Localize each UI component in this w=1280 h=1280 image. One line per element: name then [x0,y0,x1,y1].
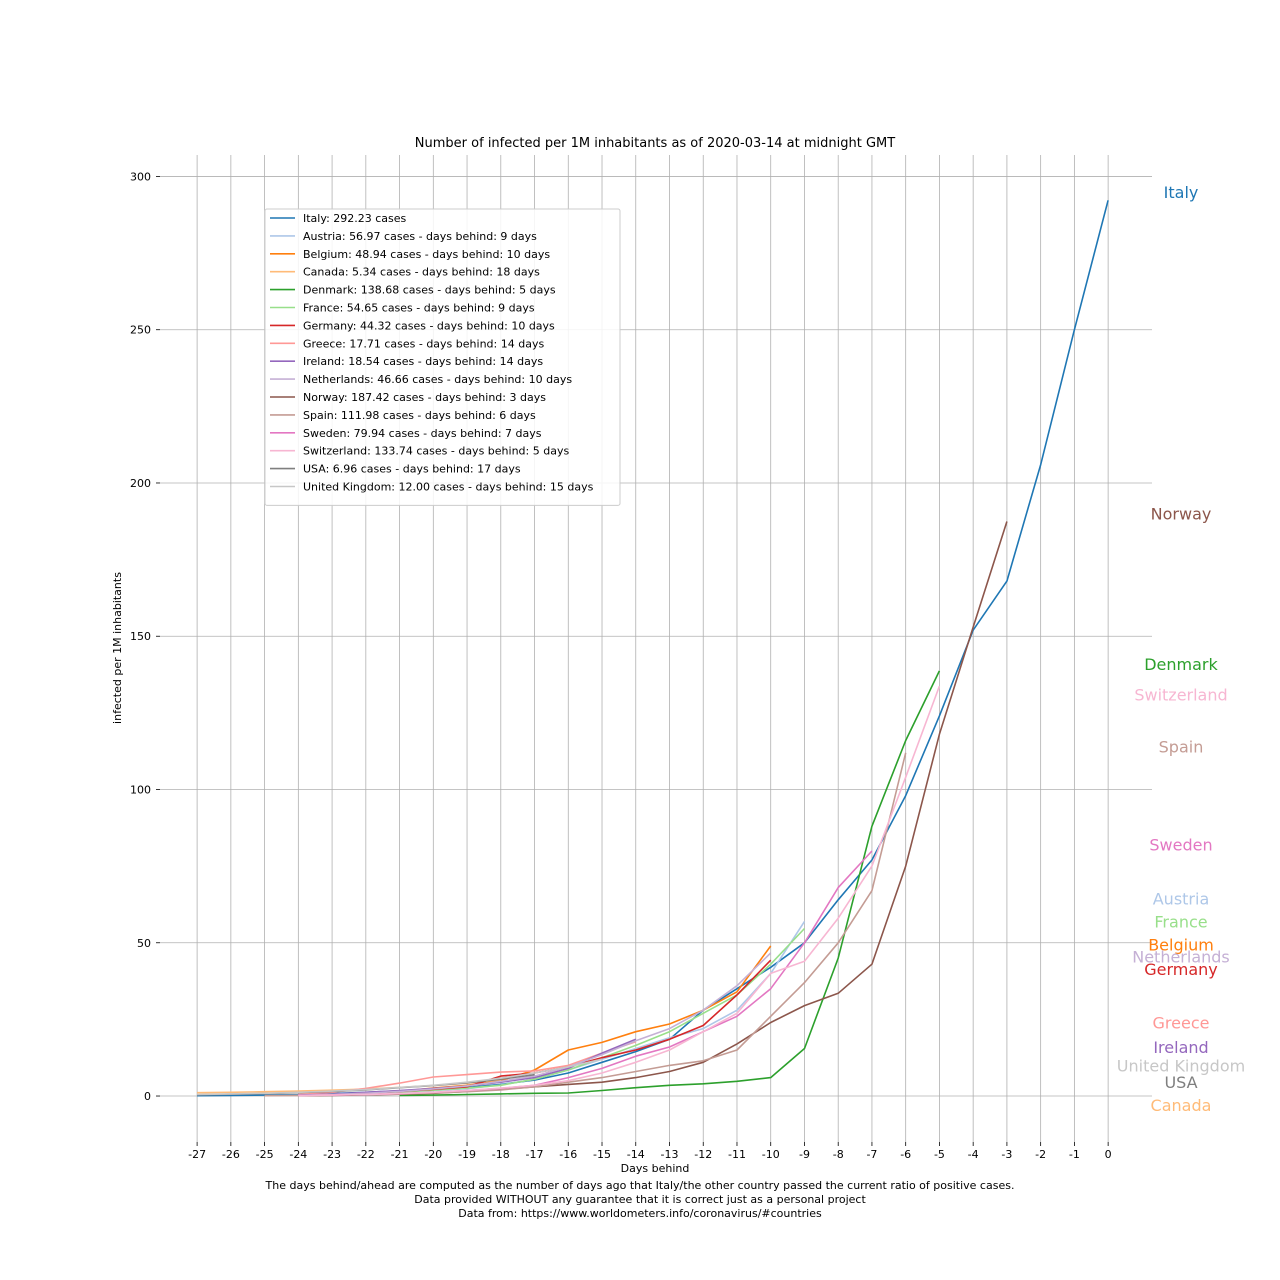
legend-entry-france: France: 54.65 cases - days behind: 9 day… [303,302,535,315]
x-tick-label: -22 [357,1148,375,1161]
x-tick-label: -26 [222,1148,240,1161]
x-tick-label: -8 [833,1148,844,1161]
series-label-united-kingdom: United Kingdom [1117,1056,1245,1075]
x-tick-label: -18 [492,1148,510,1161]
legend-entry-united-kingdom: United Kingdom: 12.00 cases - days behin… [303,481,594,494]
x-axis-label: Days behind [621,1162,690,1175]
x-tick-label: -17 [526,1148,544,1161]
x-tick-label: -16 [559,1148,577,1161]
legend-entry-austria: Austria: 56.97 cases - days behind: 9 da… [303,230,537,243]
y-tick-label: 150 [130,630,151,643]
x-tick-label: -27 [188,1148,206,1161]
legend-entry-canada: Canada: 5.34 cases - days behind: 18 day… [303,266,540,279]
legend-entry-spain: Spain: 111.98 cases - days behind: 6 day… [303,409,536,422]
x-tick-label: -19 [458,1148,476,1161]
series-line-denmark [399,670,941,1097]
x-tick-label: -5 [934,1148,945,1161]
x-tick-label: -13 [661,1148,679,1161]
series-label-germany: Germany [1144,960,1218,979]
x-tick-label: -23 [323,1148,341,1161]
y-axis-label: infected per 1M inhabitants [111,572,124,724]
right-series-labels: Italy Norway Denmark Switzerland Spain Sweden… [1117,183,1245,1115]
series-label-belgium: Belgium [1148,935,1214,954]
legend-entry-greece: Greece: 17.71 cases - days behind: 14 da… [303,337,544,350]
y-tick-label: 300 [130,170,151,183]
x-tick-label: -21 [391,1148,409,1161]
y-tick-label: 250 [130,324,151,337]
series-line-united-kingdom [197,1058,603,1096]
x-tick-label: -6 [900,1148,911,1161]
series-label-switzerland: Switzerland [1134,685,1227,704]
legend: Italy: 292.23 cases Austria: 56.97 cases … [264,208,621,506]
series-label-canada: Canada [1151,1096,1212,1115]
x-axis-ticks: -27 -26 -25 -24 -23 -22 -21 -20 -19 -18 -17 -16 -15-… [188,1142,1112,1161]
legend-entry-usa: USA: 6.96 cases - days behind: 17 days [303,463,521,476]
legend-entry-belgium: Belgium: 48.94 cases - days behind: 10 d… [303,248,550,261]
y-tick-label: 200 [130,477,151,490]
footnote-1: The days behind/ahead are computed as th… [265,1179,1015,1192]
series-line-netherlands [298,952,772,1097]
series-label-norway: Norway [1151,505,1212,524]
legend-entry-germany: Germany: 44.32 cases - days behind: 10 d… [303,319,555,332]
x-tick-label: -3 [1001,1148,1012,1161]
series-label-spain: Spain [1159,738,1204,757]
legend-box [264,208,621,506]
x-tick-label: -24 [289,1148,307,1161]
series-label-netherlands: Netherlands [1132,948,1230,967]
y-tick-label: 100 [130,784,151,797]
x-tick-label: -2 [1035,1148,1046,1161]
x-tick-label: -1 [1069,1148,1080,1161]
y-axis-ticks: 0 50 100 150 200 250 300 [130,170,160,1103]
legend-entry-ireland: Ireland: 18.54 cases - days behind: 14 d… [303,355,543,368]
x-tick-label: -14 [627,1148,645,1161]
series-label-usa: USA [1164,1073,1197,1092]
chart-title: Number of infected per 1M inhabitants as… [415,136,895,151]
x-tick-label: -15 [593,1148,611,1161]
series-label-greece: Greece [1153,1013,1210,1032]
x-tick-label: 0 [1105,1148,1112,1161]
x-tick-label: -4 [968,1148,979,1161]
x-tick-label: -11 [728,1148,746,1161]
series-label-france: France [1154,912,1207,931]
series-label-austria: Austria [1153,889,1210,908]
x-tick-label: -10 [762,1148,780,1161]
series-label-italy: Italy [1164,183,1199,202]
x-tick-label: -25 [256,1148,274,1161]
series-label-ireland: Ireland [1153,1038,1208,1057]
footnote-3: Data from: https://www.worldometers.info… [458,1207,822,1220]
x-tick-label: -7 [866,1148,877,1161]
legend-entry-denmark: Denmark: 138.68 cases - days behind: 5 d… [303,284,556,297]
footnote-2: Data provided WITHOUT any guarantee that… [414,1193,866,1206]
series-lines [197,200,1109,1097]
y-tick-label: 0 [144,1090,151,1103]
series-label-denmark: Denmark [1144,655,1218,674]
legend-entry-sweden: Sweden: 79.94 cases - days behind: 7 day… [303,427,542,440]
legend-entry-norway: Norway: 187.42 cases - days behind: 3 da… [303,391,546,404]
y-tick-label: 50 [137,937,151,950]
series-label-sweden: Sweden [1149,836,1212,855]
series-line-switzerland [298,685,941,1097]
x-tick-label: -9 [799,1148,810,1161]
legend-entry-italy: Italy: 292.23 cases [303,212,407,225]
legend-entry-switzerland: Switzerland: 133.74 cases - days behind:… [303,445,569,458]
legend-entry-netherlands: Netherlands: 46.66 cases - days behind: … [303,373,572,386]
x-tick-label: -20 [424,1148,442,1161]
x-tick-label: -12 [694,1148,712,1161]
